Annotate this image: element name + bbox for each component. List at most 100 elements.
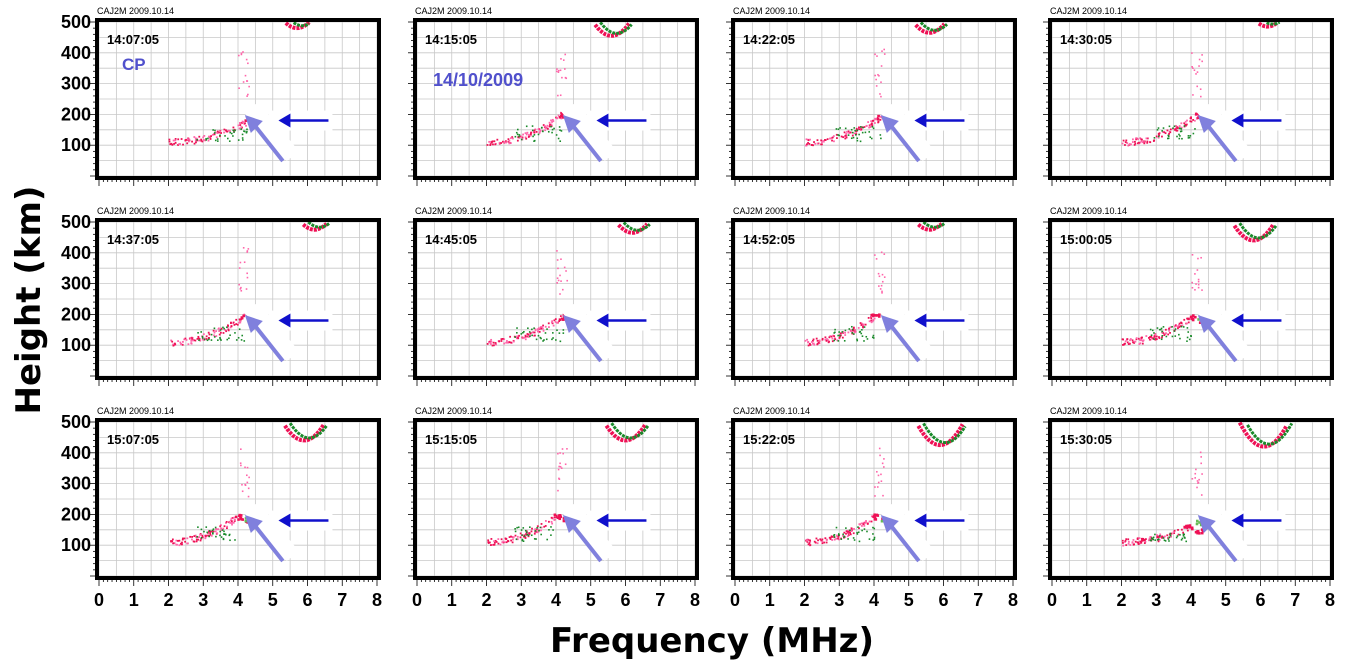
echo-point-o	[1156, 535, 1159, 538]
echo-point-o	[1141, 342, 1144, 345]
echo-point-o	[210, 135, 212, 138]
spread-echo-point	[240, 53, 243, 56]
echo-point-o	[540, 523, 543, 525]
f2-x-trace	[622, 221, 651, 232]
echo-point-x	[1180, 325, 1183, 328]
spread-echo-point	[556, 68, 558, 70]
echo-point-x	[213, 336, 216, 338]
panel-time: 15:00:05	[1060, 232, 1112, 247]
echo-point-o	[869, 126, 872, 129]
echo-point-x	[1150, 537, 1153, 539]
echo-point-x	[842, 533, 844, 536]
f-layer-o-trace	[1192, 314, 1195, 317]
echo-point-o	[226, 130, 229, 133]
echo-point-o	[1140, 138, 1143, 141]
echo-point-x	[234, 332, 236, 334]
echo-point-o	[520, 135, 523, 138]
echo-point-o	[177, 539, 179, 542]
echo-point-o	[823, 541, 826, 544]
echo-point-x	[520, 333, 523, 335]
echo-point-o	[184, 337, 187, 340]
echo-point-o	[489, 144, 492, 146]
echo-point-o	[847, 130, 850, 133]
echo-point-x	[200, 536, 203, 539]
echo-point-o	[545, 127, 548, 130]
echo-point-o	[1140, 537, 1143, 540]
arrow-backdrop	[558, 503, 617, 562]
echo-point-o	[494, 143, 497, 146]
echo-point-x	[228, 534, 231, 537]
spread-echo-point	[875, 78, 877, 81]
f2-o-trace	[1257, 21, 1279, 29]
echo-point-o	[225, 522, 227, 524]
spread-echo-point	[560, 58, 562, 60]
echo-point-o	[1124, 342, 1126, 345]
echo-point-x	[514, 528, 516, 530]
echo-point-o	[1121, 539, 1124, 542]
echo-point-x	[219, 534, 221, 537]
echo-point-x	[196, 138, 198, 141]
echo-point-x	[200, 528, 203, 531]
x-tick-label: 5	[586, 590, 596, 610]
spread-echo-point	[556, 250, 558, 252]
echo-point-o	[536, 525, 539, 528]
echo-point-o	[547, 322, 550, 325]
f-layer-o-trace	[553, 513, 557, 517]
echo-point-o	[1145, 538, 1147, 541]
echo-point-o	[869, 316, 872, 318]
echo-point-o	[870, 120, 873, 123]
echo-point-x	[559, 129, 561, 131]
echo-point-o	[827, 339, 830, 342]
echo-point-x	[833, 533, 836, 536]
echo-point-x	[223, 533, 226, 535]
echo-point-o	[533, 532, 536, 535]
echo-point-o	[1154, 333, 1157, 336]
arrow-purple	[569, 521, 603, 563]
f-layer-o-trace	[559, 515, 563, 519]
echo-point-o	[495, 541, 498, 543]
echo-point-x	[1192, 132, 1195, 135]
echo-point-x	[217, 140, 219, 142]
echo-point-x	[1181, 537, 1184, 540]
echo-point-o	[1134, 540, 1137, 543]
echo-point-x	[555, 339, 557, 341]
echo-point-o	[486, 343, 489, 345]
echo-point-o	[1161, 336, 1163, 339]
echo-point-o	[1127, 542, 1130, 545]
echo-point-x	[843, 340, 846, 342]
echo-point-x	[213, 327, 216, 330]
echo-point-o	[853, 132, 856, 135]
echo-point-x	[522, 331, 524, 334]
echo-point-o	[219, 331, 222, 334]
echo-point-o	[502, 541, 505, 544]
echo-point-o	[852, 329, 855, 332]
echo-point-o	[506, 340, 508, 342]
echo-point-o	[831, 136, 834, 139]
echo-point-o	[208, 337, 210, 339]
spread-echo-point	[246, 95, 248, 97]
spread-echo-point	[1194, 288, 1196, 291]
echo-point-x	[868, 538, 871, 540]
echo-point-o	[229, 326, 232, 329]
f-layer-o-trace	[1190, 526, 1194, 530]
arrow-purple-head	[880, 315, 899, 334]
echo-point-o	[178, 143, 181, 145]
echo-point-o	[1140, 338, 1143, 340]
echo-point-o	[864, 323, 867, 326]
spread-echo-point	[247, 93, 249, 96]
echo-point-x	[1151, 329, 1154, 332]
echo-point-x	[1161, 335, 1164, 337]
echo-point-x	[1162, 127, 1165, 129]
echo-point-o	[238, 318, 241, 321]
echo-point-x	[861, 335, 864, 337]
f-layer-o-trace	[1189, 315, 1193, 319]
echo-point-o	[170, 339, 173, 342]
echo-point-o	[805, 144, 808, 147]
spread-echo-point	[880, 65, 883, 67]
panel-frame	[731, 418, 1017, 580]
panel-header: CAJ2M 2009.10.14	[733, 406, 810, 416]
echo-point-x	[856, 531, 858, 534]
echo-point-o	[857, 327, 860, 329]
echo-point-x	[224, 533, 227, 536]
echo-point-o	[821, 540, 824, 543]
